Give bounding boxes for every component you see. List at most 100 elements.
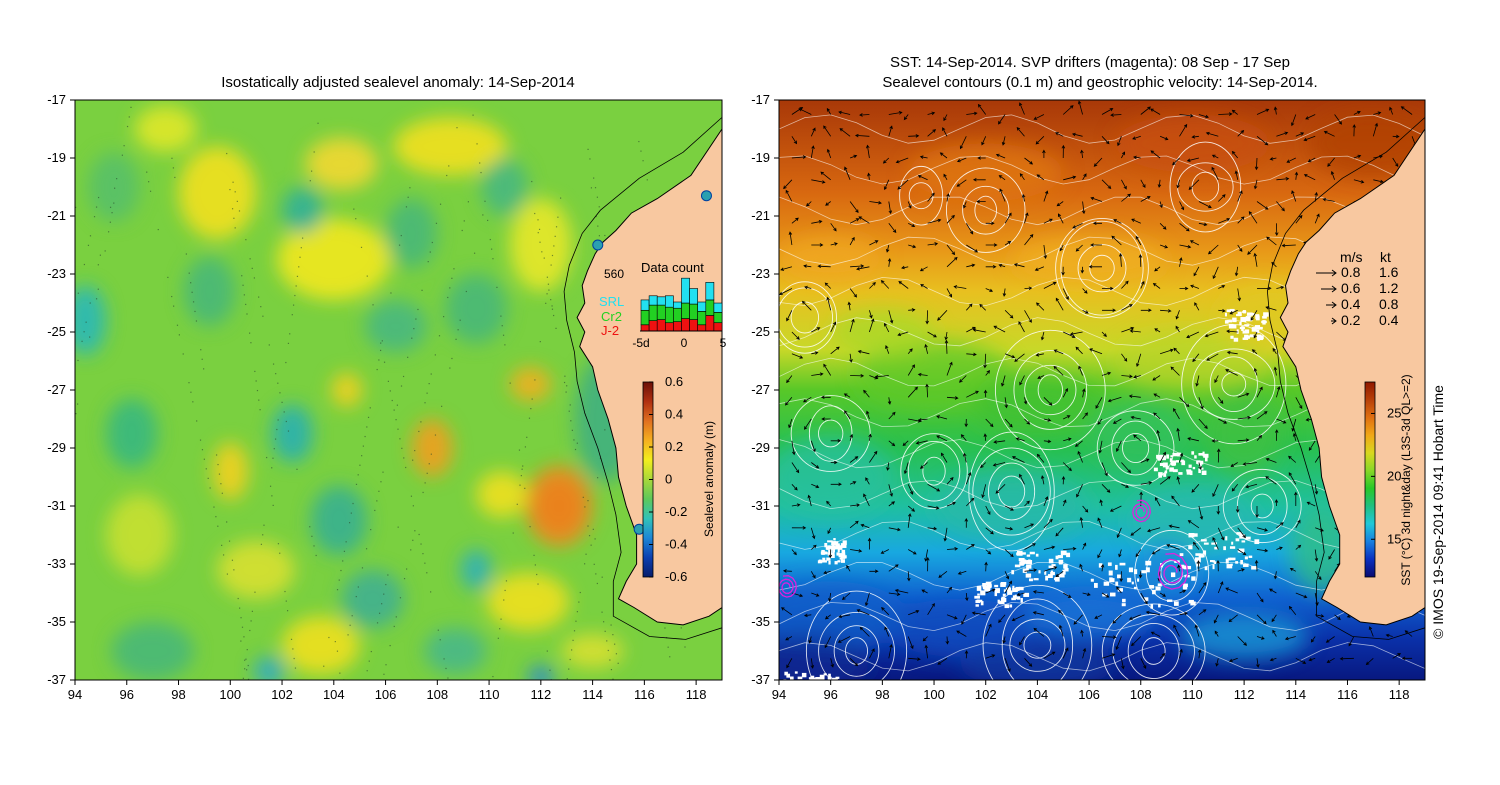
altimeter-sample xyxy=(592,528,594,530)
velocity-arrow xyxy=(992,462,1006,467)
altimeter-sample xyxy=(574,448,577,451)
bar-srl-segment xyxy=(640,299,650,311)
velocity-arrow xyxy=(837,636,851,643)
sealevel-contour xyxy=(1060,220,1144,316)
altimeter-sample xyxy=(382,471,384,473)
cloud-gap xyxy=(1186,470,1192,475)
altimeter-sample xyxy=(391,399,393,402)
bar-j2-segment xyxy=(681,318,690,332)
velocity-arrow xyxy=(993,325,1006,333)
velocity-arrow xyxy=(957,570,967,575)
altimeter-sample xyxy=(615,653,618,655)
velocity-arrow xyxy=(966,544,975,550)
altimeter-sample xyxy=(167,276,169,279)
altimeter-sample xyxy=(420,543,422,545)
altimeter-sample xyxy=(205,468,207,470)
velocity-arrow xyxy=(1146,527,1161,533)
y-tick-label: -37 xyxy=(47,672,66,687)
sealevel-contour xyxy=(818,419,844,448)
x-tick-label: 112 xyxy=(530,687,551,702)
velocity-arrow xyxy=(1053,365,1064,376)
altimeter-sample xyxy=(311,170,313,172)
velocity-arrow xyxy=(859,113,870,117)
velocity-arrow xyxy=(1019,375,1025,386)
altimeter-sample xyxy=(476,143,478,145)
velocity-arrow xyxy=(1101,635,1117,639)
altimeter-sample xyxy=(422,553,424,555)
altimeter-sample xyxy=(467,201,470,203)
velocity-arrow xyxy=(908,549,917,555)
velocity-arrow xyxy=(888,440,896,447)
velocity-arrow xyxy=(907,364,915,376)
data-count-tick-start: -5d xyxy=(632,336,649,350)
bar-cr2-segment xyxy=(656,304,666,320)
velocity-arrow xyxy=(1131,218,1141,224)
velocity-arrow xyxy=(966,111,978,116)
altimeter-sample xyxy=(518,449,521,451)
cloud-gap xyxy=(787,686,792,690)
velocity-arrow xyxy=(885,345,890,354)
altimeter-sample xyxy=(149,190,152,192)
altimeter-sample xyxy=(638,140,640,143)
sealevel-contour-line xyxy=(779,601,1425,632)
velocity-arrow xyxy=(830,346,840,355)
cloud-gap xyxy=(1131,581,1134,585)
y-tick-label: -21 xyxy=(751,208,770,223)
velocity-arrow xyxy=(1213,614,1219,624)
sla-colorbar-ticks: 0.60.40.20-0.2-0.4-0.6 xyxy=(649,374,687,584)
altimeter-sample xyxy=(398,244,401,246)
velocity-arrow xyxy=(1101,371,1112,376)
cloud-gap xyxy=(842,540,847,546)
cloud-gap xyxy=(1137,578,1140,582)
velocity-arrow xyxy=(993,440,1006,444)
velocity-arrow xyxy=(830,242,838,246)
cloud-gap xyxy=(1214,546,1218,550)
velocity-arrow xyxy=(1237,130,1245,137)
cloud-gap xyxy=(1016,552,1022,556)
velocity-arrow xyxy=(897,179,909,190)
velocity-arrow xyxy=(1173,407,1180,420)
velocity-arrow xyxy=(925,310,929,325)
velocity-arrow xyxy=(869,282,876,289)
altimeter-sample xyxy=(579,591,581,594)
velocity-arrow xyxy=(1392,157,1399,168)
altimeter-sample xyxy=(533,554,535,556)
velocity-arrow xyxy=(1110,113,1122,117)
velocity-arrow xyxy=(1079,563,1083,572)
altimeter-sample xyxy=(497,637,499,639)
velocity-arrow xyxy=(791,217,799,224)
altimeter-sample xyxy=(422,491,424,494)
velocity-arrow xyxy=(908,610,920,616)
tide-gauge-marker xyxy=(700,190,712,202)
velocity-arrow xyxy=(1159,223,1167,230)
velocity-arrow xyxy=(1179,222,1190,232)
velocity-arrow xyxy=(780,266,793,271)
altimeter-sample xyxy=(593,177,595,179)
cloud-gap xyxy=(832,548,835,553)
velocity-arrow xyxy=(1198,397,1204,410)
velocity-arrow xyxy=(1080,266,1085,274)
altimeter-sample xyxy=(437,629,439,631)
altimeter-sample xyxy=(355,218,357,220)
bar-srl-segment xyxy=(664,295,674,308)
cloud-gap xyxy=(1158,473,1162,478)
velocity-arrow xyxy=(791,155,807,159)
velocity-arrow xyxy=(1040,331,1045,341)
x-tick-label: 116 xyxy=(634,687,655,702)
altimeter-sample xyxy=(564,375,566,377)
altimeter-sample xyxy=(195,320,198,322)
velocity-arrow xyxy=(847,301,852,311)
velocity-arrow xyxy=(1352,124,1356,137)
velocity-arrow xyxy=(966,303,973,311)
velocity-arrow xyxy=(946,244,956,256)
velocity-arrow xyxy=(979,303,986,311)
altimeter-sample xyxy=(273,448,275,450)
sst-colorbar-ramp xyxy=(1364,381,1376,578)
sla-anomaly-patch xyxy=(476,471,528,518)
velocity-arrow xyxy=(1256,527,1269,532)
cloud-gap xyxy=(1214,561,1217,565)
altimeter-sample xyxy=(551,308,554,310)
speed-legend-arrow xyxy=(1316,269,1337,277)
altimeter-sample xyxy=(516,503,518,505)
velocity-arrow xyxy=(1176,179,1180,189)
